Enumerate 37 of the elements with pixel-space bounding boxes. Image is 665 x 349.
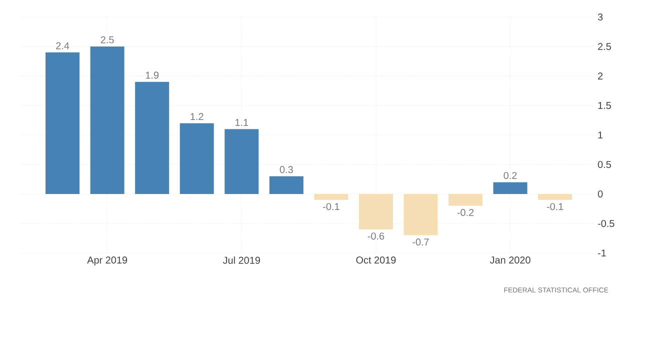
data-label: 1.1: [235, 119, 248, 126]
data-label: 1.2: [190, 113, 204, 120]
data-label: -0.6: [368, 232, 384, 240]
bar: [493, 182, 528, 194]
y-tick-label: 0.5: [598, 160, 611, 168]
data-label: -0.1: [546, 203, 564, 210]
data-label: -0.2: [457, 208, 474, 216]
data-label: 0.2: [504, 172, 517, 180]
data-label: -0.7: [412, 238, 429, 246]
x-tick-label: Oct 2019: [356, 256, 396, 264]
y-tick-label: 2.5: [598, 42, 611, 50]
data-label: -0.1: [323, 203, 340, 210]
data-label: 2.4: [56, 42, 70, 50]
x-tick-label: Jan 2020: [490, 256, 530, 264]
y-tick-label: 1.5: [598, 102, 611, 109]
data-label: 2.5: [100, 36, 114, 44]
bar: [46, 52, 80, 194]
x-tick-label: Apr 2019: [87, 256, 128, 266]
bar: [269, 176, 304, 194]
bar: [404, 194, 438, 236]
y-tick-label: 3: [598, 13, 603, 21]
bar: [538, 194, 572, 200]
y-tick-label: 2: [598, 72, 603, 80]
y-tick-label: -1: [598, 250, 606, 256]
bar: [448, 194, 483, 206]
y-tick-label: -0.5: [598, 220, 614, 228]
data-label: 1.9: [146, 72, 159, 79]
y-tick-label: 1: [598, 132, 603, 138]
bar: [358, 194, 393, 230]
x-tick-label: Jul 2019: [222, 256, 260, 264]
y-tick-label: 0: [598, 190, 603, 198]
bar: [314, 194, 348, 200]
bar: [135, 82, 170, 194]
bar: [180, 123, 214, 194]
bar: [90, 46, 124, 194]
bar: [224, 129, 259, 194]
data-label: 0.3: [280, 166, 293, 174]
